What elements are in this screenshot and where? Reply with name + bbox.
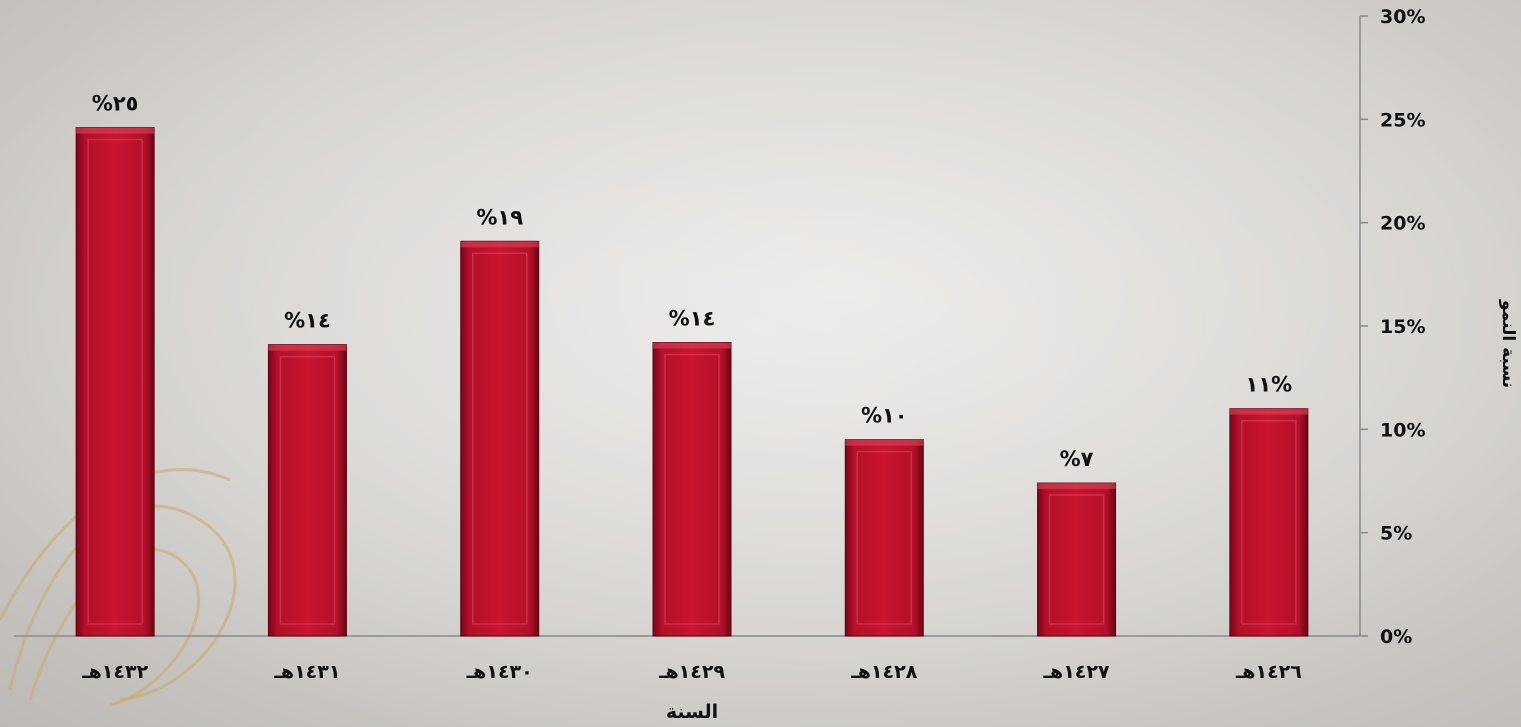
bar — [1229, 408, 1309, 637]
data-label: %٢٥ — [92, 92, 139, 116]
data-label: ١١% — [1246, 373, 1293, 397]
bar-highlight — [1037, 483, 1116, 490]
y-tick-label: 15% — [1380, 316, 1425, 338]
x-tick-label: ١٤٢٩هـ — [658, 661, 725, 683]
y-tick-label: 10% — [1380, 419, 1425, 441]
x-tick-label: ١٤٣٢هـ — [81, 661, 148, 683]
data-label: %١٤ — [284, 309, 331, 333]
bar-highlight — [1229, 408, 1308, 415]
bar-bevel — [856, 450, 913, 625]
x-tick-label: ١٤٢٧هـ — [1043, 661, 1110, 683]
bar-highlight — [845, 439, 924, 446]
y-tick-label: 30% — [1380, 6, 1425, 28]
bar-bevel — [1241, 419, 1297, 625]
bar-bevel — [471, 252, 528, 625]
bar-bevel — [664, 353, 720, 625]
y-axis-title: نسبة النمو — [1498, 299, 1518, 388]
x-tick-label: ١٤٢٦هـ — [1235, 661, 1302, 683]
bar-bevel — [1048, 494, 1105, 625]
data-label: %٧ — [1060, 447, 1094, 471]
y-tick-label: 20% — [1380, 213, 1425, 235]
data-label: %١٤ — [669, 307, 716, 331]
x-tick-label: ١٤٣٠هـ — [466, 661, 533, 683]
x-tick-label: ١٤٣١هـ — [273, 661, 340, 683]
data-label: %١٠ — [861, 404, 908, 428]
y-tick-label: 0% — [1380, 626, 1412, 648]
bar-highlight — [653, 342, 731, 349]
y-tick-label: 5% — [1380, 523, 1412, 545]
bar — [460, 240, 540, 637]
bar — [844, 439, 924, 637]
bar — [652, 342, 732, 637]
bar — [267, 344, 347, 637]
plot-area: 0% 5% 10% 15% 20% 25% 30% %٢٥ ١٤٣٢هـ %١٤ ١٤٣١هـ %١٩… — [14, 6, 1425, 683]
x-axis-title: السنة — [666, 701, 718, 723]
bar-highlight — [268, 344, 347, 351]
bar-highlight — [460, 241, 539, 248]
bar-highlight — [76, 127, 155, 134]
bar-bevel — [279, 355, 336, 625]
x-tick-label: ١٤٢٨هـ — [850, 661, 917, 683]
bar — [1037, 482, 1117, 637]
y-tick-label: 25% — [1380, 109, 1425, 131]
data-label: %١٩ — [476, 205, 523, 229]
bar-bevel — [87, 138, 143, 625]
